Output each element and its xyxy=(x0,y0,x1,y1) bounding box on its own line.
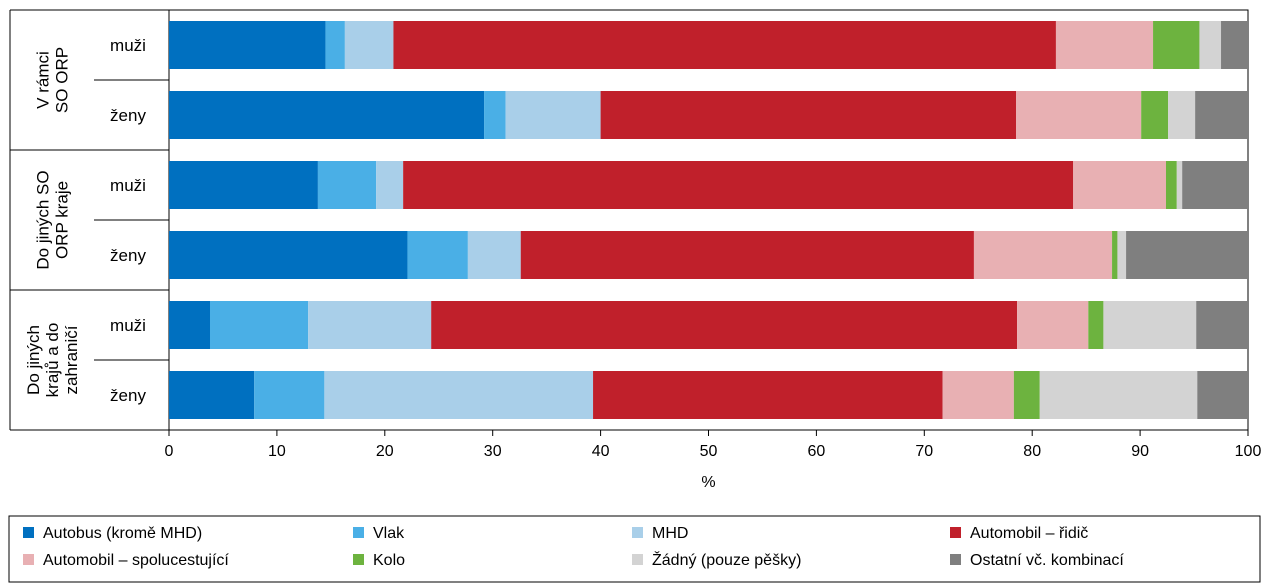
bar-segment-6-row-1 xyxy=(1168,91,1196,139)
x-tick-label: 100 xyxy=(1235,443,1262,460)
bar-segment-3-row-4 xyxy=(431,301,1018,349)
bar-segment-7-row-5 xyxy=(1197,371,1248,419)
legend-swatch xyxy=(353,527,364,538)
bar-segment-1-row-0 xyxy=(325,21,345,69)
group-label-line: krajů a do xyxy=(43,323,62,398)
x-tick-label: 50 xyxy=(700,443,718,460)
group-label-line: zahraničí xyxy=(62,325,81,394)
bar-segment-5-row-2 xyxy=(1165,161,1177,209)
legend-label: Žádný (pouze pěšky) xyxy=(652,550,801,569)
legend-label: Autobus (kromě MHD) xyxy=(43,525,202,542)
bar-segment-4-row-0 xyxy=(1055,21,1154,69)
category-label: ženy xyxy=(110,246,146,265)
group-label: Do jiných SOORP kraje xyxy=(34,170,72,269)
bar-segment-5-row-0 xyxy=(1153,21,1200,69)
bar-segment-7-row-2 xyxy=(1182,161,1248,209)
bar-segment-0-row-2 xyxy=(169,161,318,209)
group-label-line: Do jiných xyxy=(24,325,43,395)
bar-segment-4-row-5 xyxy=(942,371,1014,419)
legend-label: Automobil – řidič xyxy=(970,525,1088,542)
bar-segment-6-row-5 xyxy=(1039,371,1198,419)
bar-segment-2-row-5 xyxy=(324,371,594,419)
legend-label: MHD xyxy=(652,525,688,542)
bar-segment-2-row-2 xyxy=(376,161,404,209)
bar-segment-4-row-3 xyxy=(973,231,1113,279)
x-tick-label: 20 xyxy=(376,443,394,460)
bar-segment-0-row-4 xyxy=(169,301,211,349)
x-tick-label: 10 xyxy=(268,443,286,460)
bar-segment-3-row-1 xyxy=(600,91,1017,139)
bar-segment-1-row-1 xyxy=(484,91,506,139)
legend-label: Ostatní vč. kombinací xyxy=(970,552,1124,569)
legend-swatch xyxy=(23,527,34,538)
bar-segment-0-row-0 xyxy=(169,21,326,69)
bar-segment-7-row-4 xyxy=(1196,301,1248,349)
legend-label: Kolo xyxy=(373,552,405,569)
x-axis-label: % xyxy=(701,474,715,491)
bar-segment-4-row-4 xyxy=(1017,301,1089,349)
category-label: muži xyxy=(110,176,146,195)
group-label: Do jinýchkrajů a dozahraničí xyxy=(24,323,81,398)
legend-label: Automobil – spolucestující xyxy=(43,552,229,569)
bar-segment-7-row-3 xyxy=(1126,231,1248,279)
bar-segment-6-row-0 xyxy=(1199,21,1222,69)
bar-segment-5-row-3 xyxy=(1112,231,1118,279)
category-label: muži xyxy=(110,316,146,335)
bar-segment-2-row-1 xyxy=(505,91,601,139)
category-label: ženy xyxy=(110,106,146,125)
group-label-line: SO ORP xyxy=(53,47,72,113)
bar-segment-5-row-1 xyxy=(1141,91,1169,139)
bar-segment-7-row-1 xyxy=(1195,91,1248,139)
bar-segment-4-row-1 xyxy=(1016,91,1142,139)
bar-segment-6-row-3 xyxy=(1117,231,1127,279)
x-tick-label: 90 xyxy=(1131,443,1149,460)
category-label: muži xyxy=(110,36,146,55)
x-tick-label: 30 xyxy=(484,443,502,460)
legend-swatch xyxy=(950,554,961,565)
bar-segment-1-row-5 xyxy=(254,371,325,419)
bar-segment-3-row-0 xyxy=(393,21,1056,69)
group-label: V rámciSO ORP xyxy=(34,47,72,113)
legend-swatch xyxy=(950,527,961,538)
legend-label: Vlak xyxy=(373,525,405,542)
bar-segment-0-row-3 xyxy=(169,231,408,279)
bar-segment-6-row-2 xyxy=(1176,161,1183,209)
x-tick-label: 60 xyxy=(808,443,826,460)
bar-segment-5-row-4 xyxy=(1088,301,1104,349)
bar-segment-2-row-3 xyxy=(467,231,521,279)
group-label-line: Do jiných SO xyxy=(34,170,53,269)
bar-segment-0-row-5 xyxy=(169,371,255,419)
bar-segment-6-row-4 xyxy=(1103,301,1197,349)
group-label-line: ORP kraje xyxy=(53,181,72,259)
bar-segment-1-row-3 xyxy=(407,231,468,279)
bar-segment-3-row-5 xyxy=(593,371,943,419)
bar-segment-5-row-5 xyxy=(1013,371,1040,419)
x-tick-label: 0 xyxy=(165,443,174,460)
x-tick-label: 80 xyxy=(1023,443,1041,460)
bar-segment-4-row-2 xyxy=(1073,161,1166,209)
legend-swatch xyxy=(632,554,643,565)
plot-area xyxy=(168,9,1249,431)
bar-segment-0-row-1 xyxy=(169,91,485,139)
group-label-line: V rámci xyxy=(34,51,53,109)
bar-segment-1-row-2 xyxy=(317,161,377,209)
bar-segment-3-row-3 xyxy=(520,231,974,279)
legend-swatch xyxy=(23,554,34,565)
x-tick-label: 70 xyxy=(915,443,933,460)
x-tick-label: 40 xyxy=(592,443,610,460)
legend-swatch xyxy=(632,527,643,538)
bar-segment-1-row-4 xyxy=(210,301,309,349)
bar-segment-7-row-0 xyxy=(1221,21,1248,69)
bar-segment-3-row-2 xyxy=(403,161,1074,209)
bar-segment-2-row-4 xyxy=(308,301,432,349)
legend-swatch xyxy=(353,554,364,565)
category-label: ženy xyxy=(110,386,146,405)
bar-segment-2-row-0 xyxy=(344,21,394,69)
